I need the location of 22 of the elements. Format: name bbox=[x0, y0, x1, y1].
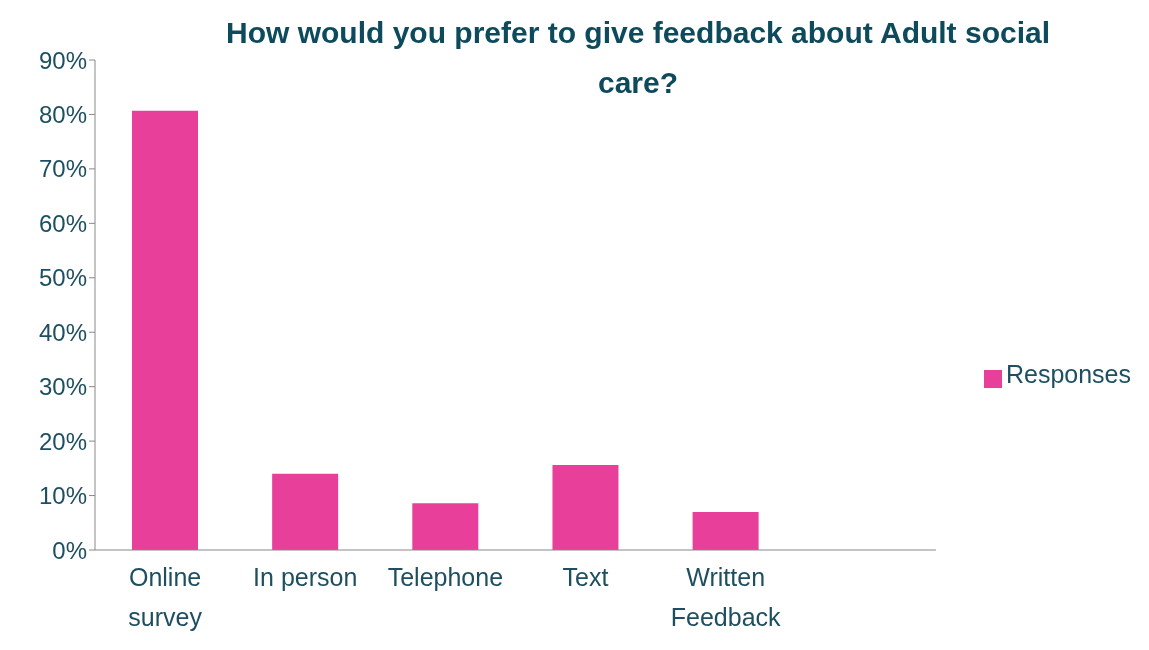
y-tick-label: 0% bbox=[52, 536, 87, 564]
y-tick-label: 70% bbox=[38, 155, 87, 183]
x-tick-label: Written Feedback bbox=[670, 563, 782, 631]
y-tick-label: 30% bbox=[38, 373, 87, 401]
y-tick-label: 40% bbox=[38, 318, 87, 346]
y-tick-label: 60% bbox=[38, 209, 87, 237]
bar bbox=[692, 511, 759, 550]
chart-title: How would you prefer to give feedback about Adult social care? bbox=[225, 15, 1051, 101]
y-tick-label: 20% bbox=[38, 427, 87, 455]
x-tick-label: Text bbox=[562, 563, 609, 591]
y-tick-label: 90% bbox=[38, 46, 87, 74]
x-tick-label: Online survey bbox=[128, 563, 203, 631]
y-tick-label: 50% bbox=[38, 264, 87, 292]
bar bbox=[552, 465, 619, 550]
legend-label: Responses bbox=[1005, 360, 1131, 388]
y-tick-label: 80% bbox=[38, 100, 87, 128]
bar bbox=[412, 503, 479, 550]
y-tick-label: 10% bbox=[38, 482, 87, 510]
x-tick-label: Telephone bbox=[387, 563, 504, 591]
bar bbox=[132, 110, 198, 550]
bar bbox=[272, 473, 339, 550]
x-tick-label: In person bbox=[253, 563, 358, 591]
